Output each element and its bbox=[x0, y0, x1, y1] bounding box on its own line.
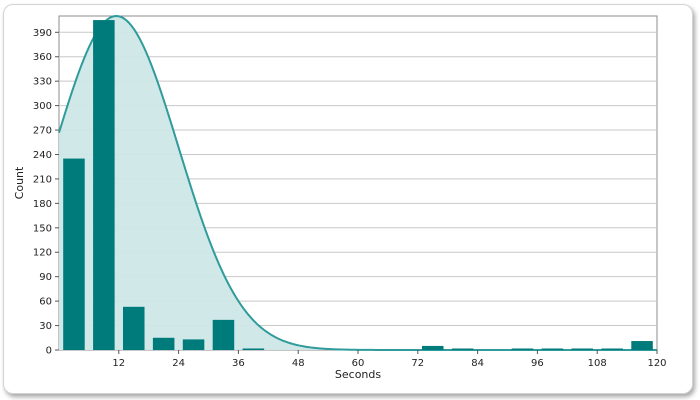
bar-111 bbox=[601, 348, 623, 350]
y-tick-label-360: 360 bbox=[33, 52, 52, 63]
y-tick-label-240: 240 bbox=[33, 150, 52, 161]
y-tick-label-210: 210 bbox=[33, 174, 52, 185]
y-axis-ticks: 0 30 60 90 120 150 180 210 240 270 300 330 360 390 bbox=[33, 28, 59, 357]
y-axis-label: Count bbox=[13, 166, 26, 199]
y-tick-label-120: 120 bbox=[33, 248, 52, 259]
x-tick-label-72: 72 bbox=[411, 358, 424, 369]
x-tick-label-36: 36 bbox=[232, 358, 245, 369]
y-tick-label-90: 90 bbox=[39, 272, 52, 283]
bar-39 bbox=[242, 348, 265, 350]
y-tick-label-150: 150 bbox=[33, 223, 52, 234]
bar-33 bbox=[212, 319, 235, 350]
bar-27 bbox=[182, 339, 205, 350]
x-tick-label-24: 24 bbox=[172, 358, 185, 369]
y-tick-label-30: 30 bbox=[39, 321, 52, 332]
x-axis-label: Seconds bbox=[335, 368, 381, 381]
density-curve-fill bbox=[59, 16, 657, 350]
bar-21 bbox=[152, 337, 175, 350]
x-tick-label-96: 96 bbox=[531, 358, 544, 369]
bar-75 bbox=[421, 345, 444, 350]
histogram-bars bbox=[63, 20, 653, 350]
bar-3 bbox=[63, 158, 85, 350]
x-tick-label-12: 12 bbox=[112, 358, 125, 369]
bar-105 bbox=[571, 348, 594, 350]
x-tick-label-108: 108 bbox=[588, 358, 607, 369]
y-tick-label-390: 390 bbox=[33, 28, 52, 39]
y-tick-label-300: 300 bbox=[33, 101, 52, 112]
y-tick-label-0: 0 bbox=[46, 346, 52, 357]
x-tick-label-120: 120 bbox=[647, 358, 666, 369]
bar-15 bbox=[122, 306, 145, 350]
x-tick-label-48: 48 bbox=[292, 358, 305, 369]
bar-99 bbox=[541, 348, 564, 350]
bar-117 bbox=[631, 341, 653, 350]
bar-93 bbox=[511, 348, 534, 350]
x-tick-label-60: 60 bbox=[352, 358, 365, 369]
bar-9 bbox=[93, 20, 115, 350]
x-axis-ticks: 12 24 36 48 60 72 84 96 108 120 bbox=[112, 350, 667, 369]
x-tick-label-84: 84 bbox=[471, 358, 484, 369]
bar-81 bbox=[451, 348, 474, 350]
y-tick-label-180: 180 bbox=[33, 199, 52, 210]
y-tick-label-270: 270 bbox=[33, 126, 52, 137]
y-tick-label-330: 330 bbox=[33, 77, 52, 88]
y-tick-label-60: 60 bbox=[39, 297, 52, 308]
